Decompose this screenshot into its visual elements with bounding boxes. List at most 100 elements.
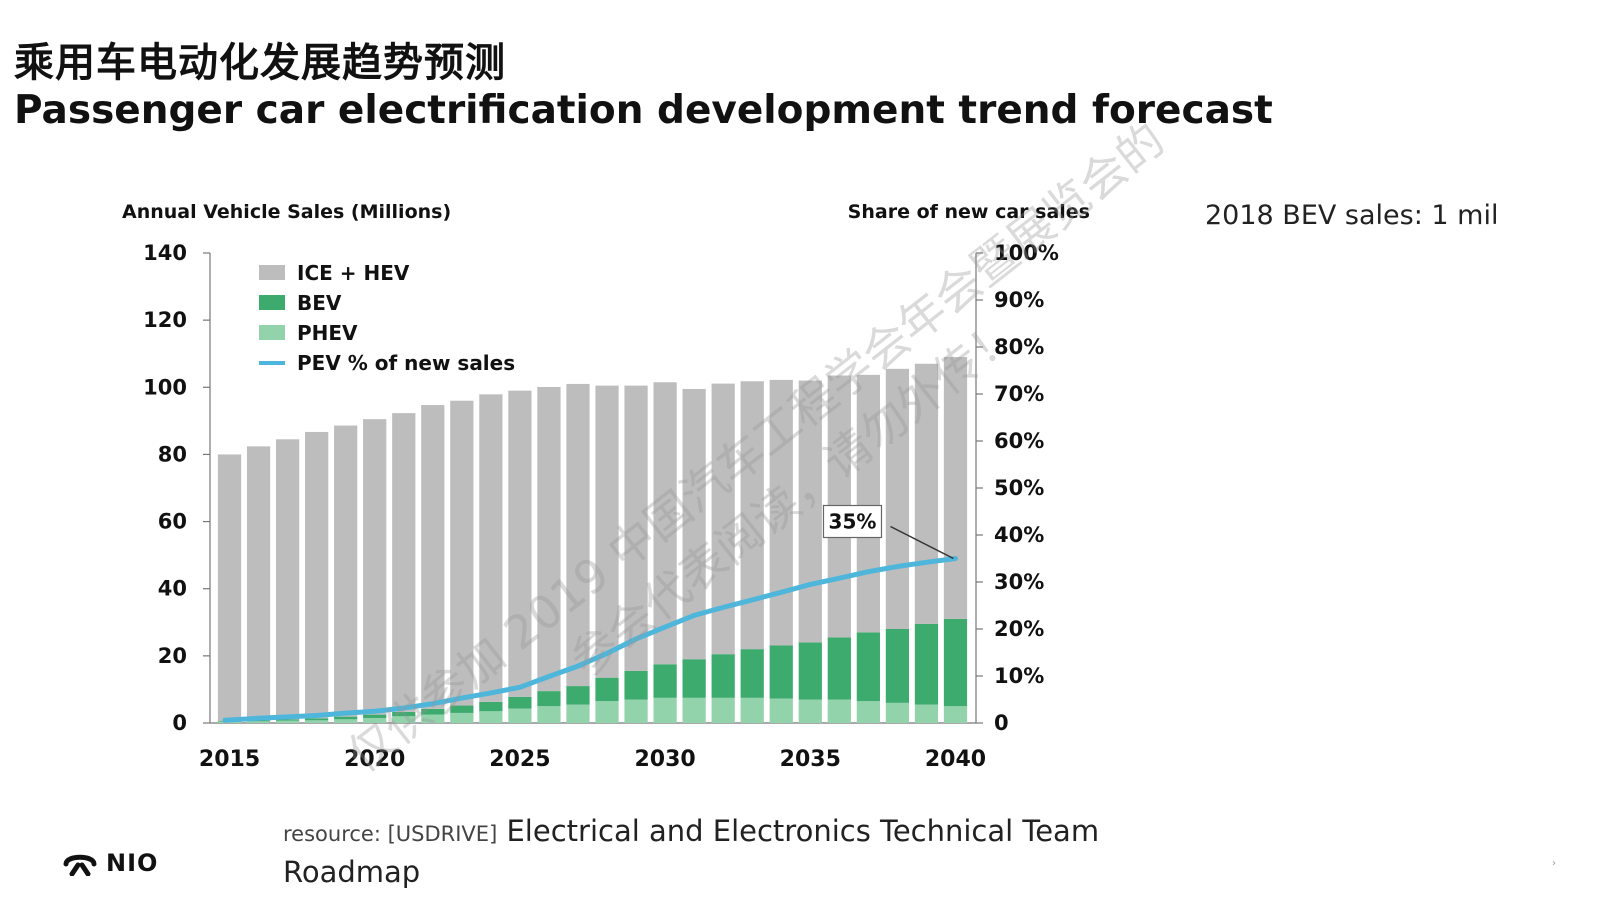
bar-bev	[827, 637, 851, 700]
bar-bev	[595, 677, 619, 702]
bar-bev	[798, 642, 822, 700]
y-axis-title-left: Annual Vehicle Sales (Millions)	[122, 201, 451, 223]
bar-ice-hev	[798, 380, 822, 643]
y-tick-left-label: 20	[158, 644, 187, 668]
bar-bev	[275, 719, 300, 721]
y-tick-left-label: 0	[172, 711, 187, 735]
legend-item-pev-label: PEV % of new sales	[297, 351, 515, 375]
bar-ice-hev	[943, 357, 968, 619]
bar-bev	[450, 705, 474, 713]
bar-bev	[246, 720, 271, 722]
y-tick-right-label: 80%	[994, 335, 1044, 359]
x-tick-label: 2040	[925, 747, 986, 772]
bar-ice-hev	[392, 413, 416, 712]
bar-ice-hev	[217, 454, 242, 722]
nio-logo-icon	[63, 854, 97, 876]
legend-item-phev-label: PHEV	[297, 321, 358, 345]
y-tick-left-label: 80	[158, 442, 187, 466]
legend-item-bev-swatch	[259, 295, 285, 310]
annotation-box	[822, 504, 883, 539]
bar-ice-hev	[275, 439, 300, 720]
logo-text: NIO	[106, 849, 159, 877]
bar-ice-hev	[595, 385, 619, 678]
bar-bev	[856, 632, 880, 702]
y-tick-left-label: 40	[158, 577, 187, 601]
bar-ice-hev	[363, 419, 387, 715]
x-tick-label: 2025	[489, 747, 550, 772]
x-tick-label: 2015	[199, 747, 260, 772]
page-mark: ›	[1552, 858, 1556, 869]
x-tick-label: 2035	[780, 747, 841, 772]
chart-line-layer	[222, 556, 958, 723]
bar-ice-hev	[885, 368, 910, 629]
y-tick-right-label: 50%	[994, 476, 1044, 500]
bar-bev	[769, 645, 793, 699]
bar-phev	[305, 720, 329, 723]
bar-bev	[885, 629, 910, 703]
bar-bev	[537, 691, 561, 707]
legend-item-ice-hev-swatch	[259, 265, 285, 280]
chart-legend: ICE + HEV BEV PHEV PEV % of new sales	[259, 261, 515, 375]
y-tick-right-label: 70%	[994, 382, 1044, 406]
bar-phev	[479, 711, 503, 723]
bar-ice-hev	[537, 386, 561, 692]
bar-bev	[305, 718, 329, 721]
bar-bev	[566, 686, 590, 705]
chart-labels: Annual Vehicle Sales (Millions) Share of …	[122, 201, 1090, 772]
bar-phev	[275, 720, 300, 723]
bar-phev	[537, 706, 561, 723]
x-tick-label: 2030	[634, 747, 695, 772]
y-tick-left-label: 60	[158, 510, 187, 534]
bar-bev	[508, 696, 532, 709]
x-tick-label: 2020	[344, 747, 405, 772]
y-tick-right-label: 0	[994, 711, 1009, 735]
bar-phev	[711, 697, 735, 723]
annotation-leader	[890, 525, 954, 560]
bar-phev	[624, 699, 648, 723]
bar-ice-hev	[246, 446, 271, 721]
bar-ice-hev	[334, 425, 358, 717]
bar-bev	[392, 711, 416, 717]
annotation-label: 35%	[829, 510, 877, 534]
source-prefix: resource: [USDRIVE]	[283, 822, 498, 846]
y-tick-right-label: 10%	[994, 664, 1044, 688]
page-title-en: Passenger car electrification developmen…	[14, 88, 1273, 133]
y-tick-right-label: 60%	[994, 429, 1044, 453]
bar-ice-hev	[508, 390, 532, 697]
sales-forecast-chart: Annual Vehicle Sales (Millions) Share of …	[110, 190, 1110, 790]
bar-phev	[798, 699, 822, 723]
bar-phev	[421, 714, 445, 723]
bar-phev	[885, 702, 910, 723]
y-tick-right-label: 90%	[994, 288, 1044, 312]
bar-phev	[595, 701, 619, 723]
y-tick-right-label: 40%	[994, 523, 1044, 547]
bar-phev	[653, 697, 677, 723]
bar-phev	[682, 697, 706, 723]
bar-bev	[624, 670, 648, 700]
bar-bev	[740, 649, 764, 698]
bar-ice-hev	[624, 385, 648, 671]
y-tick-right-label: 20%	[994, 617, 1044, 641]
y-tick-left-label: 100	[143, 375, 187, 399]
bar-phev	[334, 719, 358, 723]
bar-bev	[711, 654, 735, 698]
bar-ice-hev	[914, 363, 939, 624]
bev-sales-note: 2018 BEV sales: 1 mil	[1205, 200, 1499, 231]
bar-bev	[653, 664, 677, 698]
bar-phev	[769, 698, 793, 723]
pev-share-line	[222, 556, 958, 723]
bar-ice-hev	[566, 383, 590, 687]
source-citation: resource: [USDRIVE] Electrical and Elect…	[283, 812, 1143, 891]
bar-ice-hev	[740, 381, 764, 650]
bar-phev	[363, 717, 387, 723]
bar-phev	[827, 699, 851, 723]
bar-ice-hev	[421, 405, 445, 709]
chart-bars	[217, 357, 968, 723]
bar-phev	[450, 712, 474, 723]
y-tick-left-label: 140	[143, 241, 187, 265]
bar-ice-hev	[479, 394, 503, 702]
bar-bev	[943, 618, 968, 707]
bar-ice-hev	[769, 379, 793, 646]
legend-item-ice-hev-label: ICE + HEV	[297, 261, 410, 285]
bar-phev	[508, 708, 532, 723]
